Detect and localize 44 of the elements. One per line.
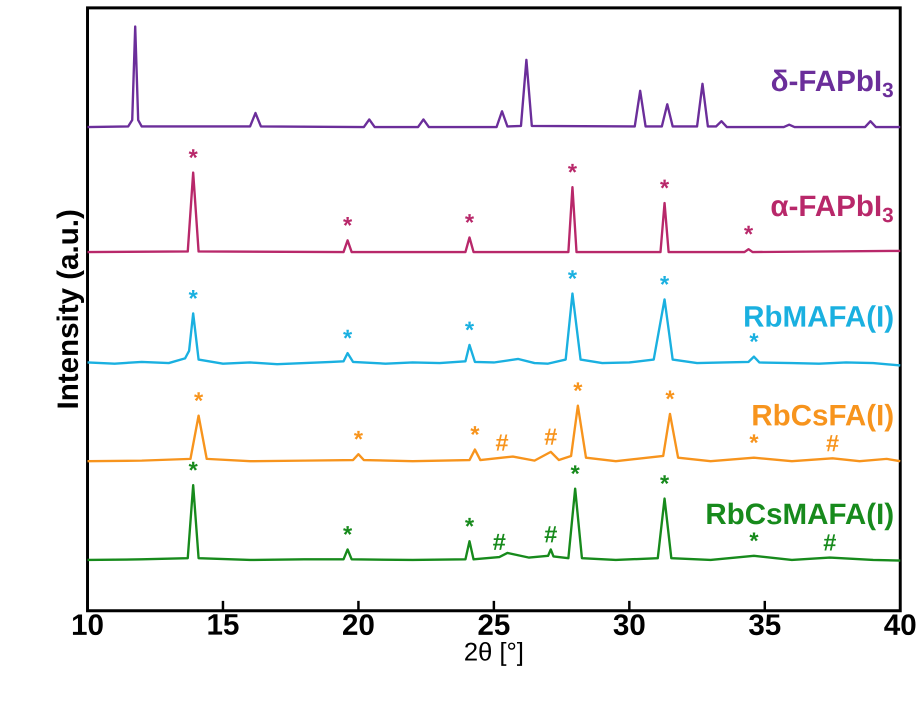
- annotation: #: [824, 534, 836, 550]
- annotation: *: [749, 532, 759, 542]
- series-label: α-FAPbI$_{3}$: [772, 194, 893, 222]
- annotation: *: [570, 465, 580, 474]
- x-axis-title: 2θ [°]: [465, 642, 522, 666]
- annotation: #: [544, 526, 557, 542]
- series-label: RbMAFA(I): [745, 305, 893, 333]
- annotation: *: [343, 216, 352, 226]
- annotation: *: [464, 214, 474, 223]
- annotation: *: [343, 526, 352, 535]
- x-tick-label: 35: [749, 614, 780, 636]
- annotation: *: [188, 149, 198, 158]
- annotation: *: [568, 270, 578, 279]
- x-tick-label: 15: [208, 614, 239, 635]
- annotation: #: [826, 434, 839, 452]
- annotation: *: [660, 475, 670, 484]
- x-tick-label: 25: [478, 614, 510, 636]
- x-tick-label: 30: [614, 614, 645, 636]
- x-tick-label: 20: [343, 614, 374, 636]
- annotation: *: [749, 333, 759, 342]
- annotation: #: [493, 534, 506, 550]
- annotation: *: [188, 462, 198, 470]
- x-tick-label: 40: [884, 614, 916, 636]
- annotation: #: [496, 434, 508, 450]
- annotation: *: [568, 164, 578, 173]
- annotation: *: [464, 321, 474, 330]
- y-axis-title: Intensity (a.u.): [56, 210, 84, 408]
- annotation: *: [660, 180, 670, 188]
- annotation: *: [354, 430, 363, 440]
- annotation: *: [749, 434, 759, 444]
- annotation: *: [470, 426, 480, 435]
- series-label: RbCsFA(I): [753, 404, 893, 432]
- annotation: *: [464, 518, 474, 527]
- annotation: *: [343, 330, 352, 338]
- series-label: δ-FAPbI$_{3}$: [772, 69, 893, 98]
- annotation: *: [660, 276, 670, 285]
- annotation: *: [188, 290, 198, 299]
- series-label: RbCsMAFA(I): [707, 502, 893, 530]
- annotation: *: [744, 226, 754, 234]
- x-tick-label: 10: [72, 614, 103, 636]
- annotation: *: [194, 392, 204, 401]
- annotation: #: [544, 428, 557, 445]
- annotation: *: [665, 390, 675, 400]
- annotation: *: [573, 382, 582, 392]
